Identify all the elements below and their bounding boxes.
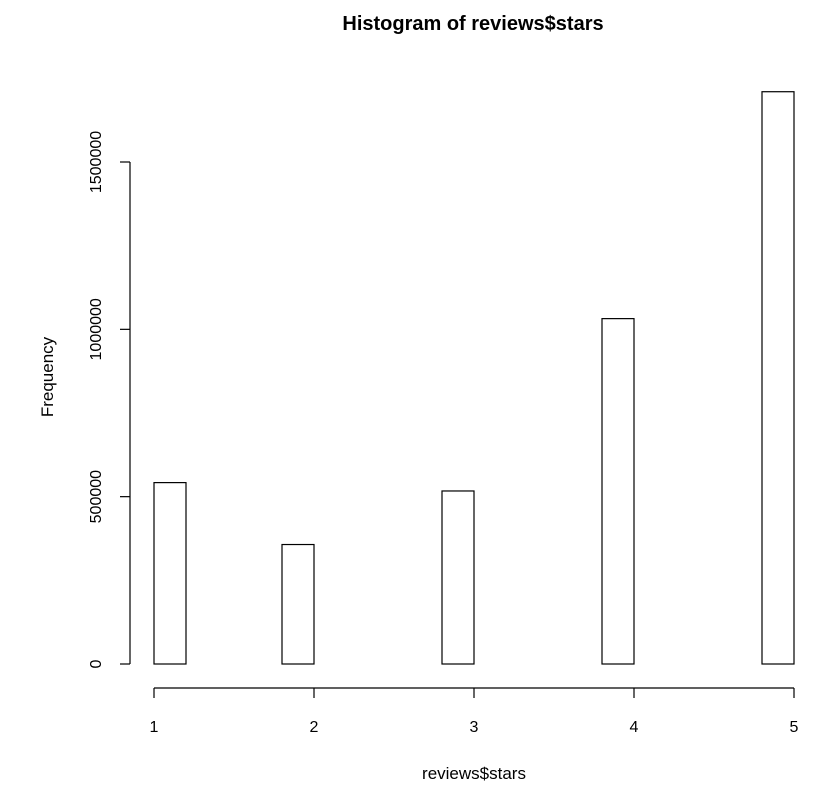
histogram-bar — [153, 482, 187, 665]
y-tick-label: 0 — [88, 659, 105, 668]
y-tick-label: 500000 — [88, 470, 105, 523]
x-tick-label: 2 — [310, 719, 319, 736]
histogram-bar — [601, 318, 635, 665]
y-axis: 0 500000 1000000 1500000 — [88, 131, 131, 668]
histogram-bar — [761, 91, 795, 665]
x-axis: 1 2 3 4 5 — [150, 687, 799, 736]
x-tick-label: 5 — [790, 719, 799, 736]
x-tick-label: 4 — [630, 719, 639, 736]
x-tick-label: 1 — [150, 719, 159, 736]
x-axis-label: reviews$stars — [422, 764, 526, 783]
histogram-bar — [281, 543, 315, 665]
histogram-bar — [441, 490, 475, 665]
chart-title: Histogram of reviews$stars — [342, 13, 603, 35]
x-tick-label: 3 — [470, 719, 479, 736]
bars-group — [153, 91, 795, 665]
y-tick-label: 1500000 — [88, 131, 105, 193]
y-tick-label: 1000000 — [88, 298, 105, 360]
y-axis-label: Frequency — [38, 336, 57, 417]
